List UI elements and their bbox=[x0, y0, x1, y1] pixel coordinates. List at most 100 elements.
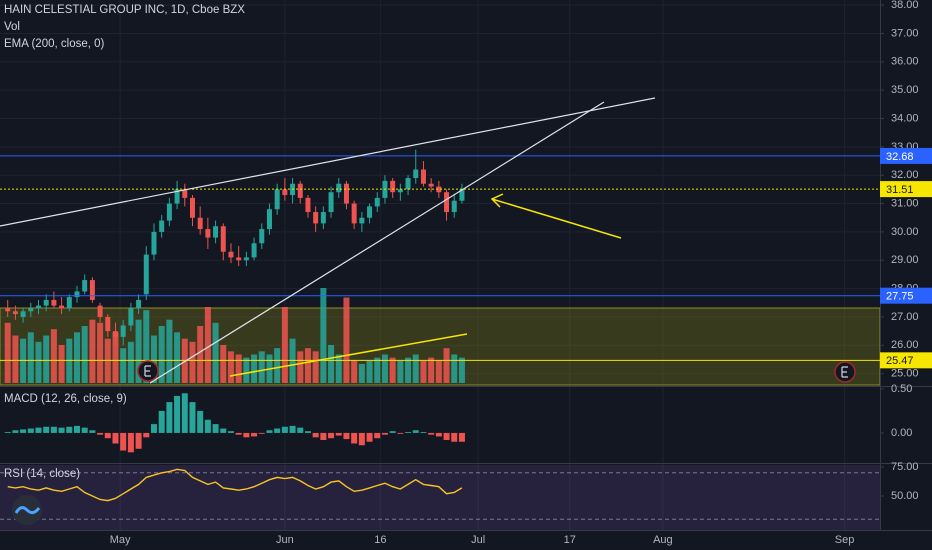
volume-bar bbox=[166, 319, 173, 383]
macd-bar bbox=[258, 432, 265, 434]
macd-bar bbox=[428, 432, 435, 435]
candle-body bbox=[243, 257, 249, 261]
volume-bar bbox=[328, 345, 335, 383]
legend-ema: EMA (200, close, 0) bbox=[4, 38, 105, 50]
candle-body bbox=[405, 178, 411, 190]
volume-bar bbox=[351, 360, 358, 383]
volume-bar bbox=[243, 357, 250, 383]
volume-bar bbox=[412, 354, 419, 383]
candle-body bbox=[413, 169, 419, 179]
macd-bar bbox=[304, 431, 311, 433]
candle-body bbox=[105, 316, 111, 332]
y-tick-label: 37.00 bbox=[891, 27, 919, 39]
volume-bar bbox=[197, 326, 204, 383]
volume-bar bbox=[420, 360, 427, 383]
candle-body bbox=[66, 297, 72, 309]
y-tick-label: 0.50 bbox=[891, 383, 912, 395]
volume-bar bbox=[320, 288, 327, 383]
volume-bar bbox=[335, 354, 342, 383]
volume-bar bbox=[174, 332, 181, 383]
candle-body bbox=[428, 183, 434, 187]
macd-bar bbox=[4, 432, 11, 433]
arrow bbox=[491, 198, 622, 239]
rsi-line bbox=[7, 468, 463, 502]
candle-body bbox=[451, 200, 457, 213]
candle-body bbox=[374, 197, 380, 207]
candle-body bbox=[136, 299, 142, 309]
candle-body bbox=[297, 183, 303, 198]
x-tick-label: Jun bbox=[276, 534, 294, 546]
candle-body bbox=[459, 189, 465, 201]
volume-bar bbox=[4, 322, 11, 383]
macd-bar bbox=[435, 432, 442, 437]
macd-bar bbox=[35, 427, 42, 433]
candle-body bbox=[151, 231, 157, 255]
volume-bar bbox=[112, 332, 119, 383]
candle-body bbox=[43, 299, 49, 306]
candle-body bbox=[367, 206, 373, 218]
macd-bar bbox=[58, 427, 65, 433]
candle-body bbox=[313, 212, 319, 224]
volume-bar bbox=[12, 335, 19, 383]
macd-bar bbox=[374, 432, 381, 439]
candle-body bbox=[397, 189, 403, 193]
candle-body bbox=[266, 209, 272, 230]
y-tick-label: 75.00 bbox=[891, 461, 919, 473]
candle-body bbox=[320, 212, 326, 224]
earnings-icon bbox=[144, 365, 151, 377]
y-tick-label: 34.00 bbox=[891, 112, 919, 124]
y-tick-label: 0.00 bbox=[891, 427, 912, 439]
volume-bar bbox=[405, 357, 412, 383]
chart-title: HAIN CELESTIAL GROUP INC, 1D, Cboe BZX bbox=[4, 4, 245, 16]
price-label-box bbox=[880, 287, 932, 304]
macd-bar bbox=[328, 432, 335, 439]
candle-body bbox=[390, 180, 396, 193]
macd-bar bbox=[143, 432, 150, 438]
volume-bar bbox=[158, 326, 165, 383]
price-label: 27.75 bbox=[886, 291, 914, 303]
macd-bar bbox=[112, 432, 119, 444]
macd-bar bbox=[20, 429, 27, 433]
y-tick-label: 29.00 bbox=[891, 254, 919, 266]
macd-bar bbox=[73, 425, 80, 433]
drawn-line bbox=[229, 333, 468, 377]
rsi-title: RSI (14, close) bbox=[4, 468, 80, 480]
macd-bar bbox=[66, 426, 73, 433]
macd-bar bbox=[81, 427, 88, 433]
candle-body bbox=[351, 203, 357, 224]
macd-bar bbox=[281, 426, 288, 433]
logo-wave bbox=[14, 506, 41, 515]
candle-body bbox=[436, 186, 442, 193]
macd-bar bbox=[89, 430, 96, 433]
x-tick-label: 17 bbox=[564, 534, 576, 546]
macd-bar bbox=[50, 426, 57, 433]
volume-bar bbox=[50, 329, 57, 383]
macd-bar bbox=[174, 395, 181, 433]
macd-bar bbox=[150, 424, 157, 433]
candle-body bbox=[236, 257, 242, 261]
volume-bar bbox=[97, 322, 104, 383]
candle-body bbox=[220, 226, 226, 252]
trend-line bbox=[149, 101, 605, 384]
price-label: 31.51 bbox=[886, 184, 914, 196]
macd-bar bbox=[358, 432, 365, 446]
macd-bar bbox=[243, 432, 250, 438]
volume-bar bbox=[397, 360, 404, 383]
candle-body bbox=[182, 189, 188, 198]
volume-bar bbox=[389, 357, 396, 383]
candle-body bbox=[112, 331, 118, 337]
volume-bar bbox=[428, 357, 435, 383]
candle-body bbox=[197, 217, 203, 230]
x-tick-label: May bbox=[110, 534, 131, 546]
earnings-icon bbox=[841, 366, 848, 378]
macd-bar bbox=[97, 432, 104, 435]
macd-bar bbox=[320, 432, 327, 440]
volume-bar bbox=[458, 357, 465, 383]
y-tick-label: 36.00 bbox=[891, 56, 919, 68]
candle-body bbox=[228, 251, 234, 258]
macd-bar bbox=[127, 432, 134, 453]
y-tick-label: 32.00 bbox=[891, 169, 919, 181]
candle-body bbox=[205, 229, 211, 238]
candle-body bbox=[89, 280, 95, 300]
candle-body bbox=[35, 305, 41, 309]
